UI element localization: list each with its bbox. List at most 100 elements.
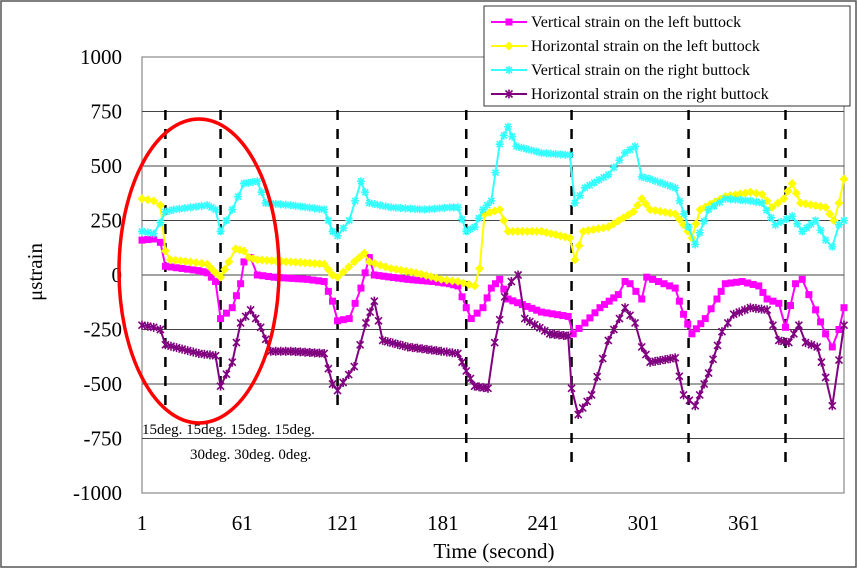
data-point — [821, 202, 831, 212]
data-point — [763, 295, 771, 303]
data-point — [840, 216, 848, 225]
data-point — [784, 338, 793, 348]
data-point — [339, 378, 348, 388]
data-point — [409, 276, 417, 284]
data-point — [319, 259, 329, 269]
data-point — [787, 302, 795, 310]
data-point — [178, 264, 186, 272]
data-point — [240, 258, 248, 266]
data-point — [356, 340, 365, 350]
data-point — [525, 317, 534, 327]
data-point — [232, 292, 240, 300]
data-point — [570, 255, 580, 265]
data-point — [483, 294, 491, 302]
data-point — [315, 204, 324, 213]
data-point — [359, 248, 369, 258]
data-point — [183, 346, 192, 356]
data-point — [166, 341, 176, 351]
data-point — [156, 238, 164, 246]
data-point — [601, 300, 609, 308]
data-point — [789, 329, 798, 339]
data-point — [180, 204, 189, 213]
data-point — [779, 194, 789, 204]
data-point — [195, 267, 203, 275]
data-point — [729, 309, 738, 319]
data-point — [633, 200, 643, 210]
data-point — [144, 236, 152, 244]
data-point — [695, 228, 704, 237]
data-point — [410, 204, 419, 213]
data-point — [462, 227, 471, 236]
data-point — [807, 340, 816, 350]
y-tick-label: -1000 — [73, 481, 122, 505]
data-point — [256, 322, 265, 332]
data-point — [731, 195, 740, 204]
data-point — [840, 304, 848, 312]
data-point — [788, 212, 797, 221]
data-point — [512, 142, 521, 151]
series-layer — [137, 122, 849, 420]
data-point — [137, 194, 147, 204]
data-point — [675, 371, 684, 381]
data-point — [614, 291, 622, 299]
data-point — [500, 292, 509, 302]
data-point — [594, 175, 603, 184]
data-point — [811, 216, 820, 225]
data-point — [222, 216, 231, 225]
data-point — [232, 338, 241, 348]
data-point — [228, 357, 237, 367]
data-point — [646, 175, 655, 184]
data-point — [751, 188, 761, 198]
data-point — [671, 183, 680, 192]
data-point — [155, 200, 165, 210]
data-point — [517, 143, 526, 152]
data-point — [483, 201, 492, 210]
data-point — [301, 203, 310, 212]
data-point — [684, 320, 692, 328]
data-point — [569, 330, 577, 338]
data-point — [721, 194, 730, 203]
data-point — [507, 277, 516, 287]
data-point — [419, 277, 427, 285]
y-tick-labels: 1000 750 500 250 0 -250 -500 -750 -1000 — [73, 45, 122, 505]
data-point — [261, 334, 270, 344]
data-point — [621, 148, 630, 157]
data-point — [172, 343, 181, 353]
data-point — [533, 306, 541, 314]
legend-item: Vertical strain on the left buttock — [491, 14, 741, 31]
data-point — [559, 312, 567, 320]
data-point — [697, 320, 705, 328]
data-point — [458, 357, 467, 367]
data-point — [509, 297, 517, 305]
data-point — [638, 295, 646, 303]
data-point — [495, 140, 504, 149]
data-point — [709, 354, 718, 364]
data-point — [236, 318, 245, 328]
data-point — [817, 357, 826, 367]
data-point — [361, 318, 371, 328]
data-point — [138, 236, 146, 244]
data-point — [775, 299, 783, 307]
data-point — [643, 273, 651, 281]
data-point — [189, 347, 198, 357]
data-point — [641, 199, 651, 209]
data-point — [583, 396, 592, 406]
data-point — [527, 226, 537, 236]
data-point — [324, 287, 332, 295]
legend-label: Horizontal strain on the left buttock — [531, 38, 760, 55]
legend-box — [483, 5, 851, 107]
data-point — [798, 275, 806, 283]
data-point — [370, 271, 378, 279]
data-point — [299, 275, 307, 283]
data-point — [794, 320, 803, 330]
data-point — [380, 272, 388, 280]
data-point — [565, 233, 575, 243]
data-point — [561, 150, 570, 159]
data-point — [567, 383, 576, 393]
data-point — [289, 274, 297, 282]
data-point — [264, 272, 272, 280]
data-point — [522, 226, 532, 236]
data-point — [286, 201, 295, 210]
legend-label: Horizontal strain on the right buttock — [531, 86, 769, 103]
x-tick-label: 241 — [527, 511, 559, 535]
